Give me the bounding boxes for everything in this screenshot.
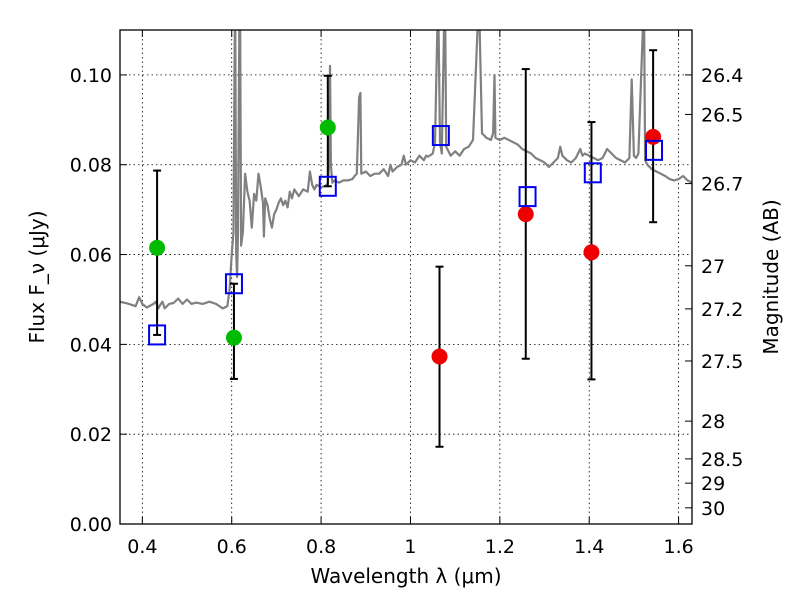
x-tick-label: 1.4: [574, 536, 604, 558]
x-tick-label: 0.4: [127, 536, 157, 558]
data-point-circle: [431, 348, 448, 365]
y-tick-label: 0.08: [70, 155, 112, 177]
x-tick-label: 0.6: [217, 536, 247, 558]
data-point-circle: [149, 239, 166, 256]
mag-tick-label: 26.4: [701, 65, 743, 87]
grid: [120, 30, 692, 524]
data-point-square: [318, 175, 337, 197]
mag-tick-label: 26.5: [701, 104, 743, 126]
data-point-circle: [517, 206, 534, 223]
data-point-square: [645, 139, 664, 161]
y-tick-label: 0.06: [70, 245, 112, 267]
data-point-square: [518, 186, 537, 208]
data-point-square: [148, 324, 167, 346]
plot-area: [120, 30, 692, 448]
y2-axis-label: Magnitude (AB): [759, 199, 783, 354]
data-point-square: [224, 273, 243, 295]
data-point-circle: [583, 244, 600, 261]
mag-tick-label: 28: [701, 411, 725, 433]
mag-tick-label: 27.2: [701, 299, 743, 321]
mag-tick-label: 28.5: [701, 449, 743, 471]
x-axis-label: Wavelength λ (μm): [310, 564, 501, 588]
x-tick-label: 0.8: [306, 536, 336, 558]
data-point-square: [431, 125, 450, 147]
x-tick-label: 1.6: [663, 536, 693, 558]
mag-tick-label: 27.5: [701, 351, 743, 373]
y-tick-label: 0.10: [70, 65, 112, 87]
data-point-circle: [645, 128, 662, 145]
x-tick-label: 1: [404, 536, 416, 558]
y-tick-label: 0.04: [70, 334, 112, 356]
mag-tick-label: 30: [701, 498, 725, 520]
data-point-circle: [319, 119, 336, 136]
mag-tick-label: 29: [701, 473, 725, 495]
data-point-circle: [225, 329, 242, 346]
y-tick-label: 0.00: [70, 514, 112, 536]
axes-frame: [119, 29, 693, 525]
ticks: 0.4 0.6 0.8 1 1.2 1.4 1.6 0.00 0.02 0.04 0.06 0.08 0…: [70, 30, 743, 558]
x-tick-label: 1.2: [485, 536, 515, 558]
mag-tick-label: 27: [701, 256, 725, 278]
y-tick-label: 0.02: [70, 424, 112, 446]
mag-tick-label: 26.7: [701, 174, 743, 196]
spectrum-line: [120, 30, 692, 310]
y-axis-label: Flux F_ν (μJy): [25, 210, 49, 343]
data-point-square: [583, 162, 602, 184]
